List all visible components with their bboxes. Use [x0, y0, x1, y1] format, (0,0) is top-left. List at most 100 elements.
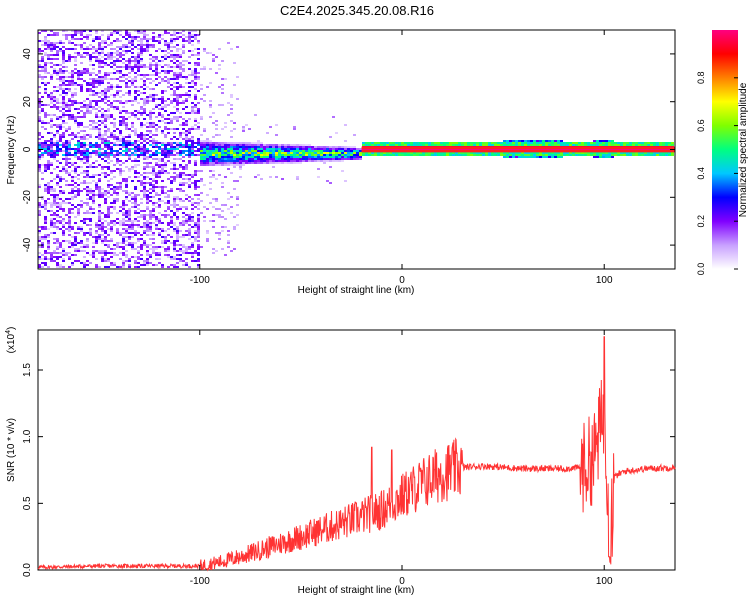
- heatmap-cell: [95, 184, 98, 186]
- heatmap-cell: [167, 256, 170, 258]
- heatmap-cell: [137, 180, 140, 182]
- heatmap-cell: [68, 126, 71, 128]
- heatmap-cell: [188, 36, 191, 38]
- heatmap-cell: [77, 84, 80, 86]
- heatmap-cell: [197, 202, 200, 204]
- heatmap-cell: [671, 152, 674, 154]
- heatmap-cell: [38, 246, 41, 248]
- heatmap-cell: [98, 46, 101, 48]
- heatmap-cell: [182, 174, 185, 176]
- heatmap-cell: [137, 164, 140, 166]
- heatmap-cell: [104, 198, 107, 200]
- heatmap-cell: [176, 254, 179, 256]
- heatmap-cell: [74, 30, 77, 32]
- heatmap-cell: [386, 154, 389, 156]
- heatmap-cell: [599, 156, 602, 158]
- heatmap-cell: [65, 66, 68, 68]
- heatmap-cell: [77, 190, 80, 192]
- heatmap-cell: [116, 188, 119, 190]
- heatmap-cell: [137, 176, 140, 178]
- heatmap-cell: [194, 230, 197, 232]
- heatmap-cell: [119, 122, 122, 124]
- heatmap-cell: [518, 154, 521, 156]
- heatmap-cell: [173, 222, 176, 224]
- heatmap-cell: [137, 134, 140, 136]
- heatmap-cell: [542, 156, 545, 158]
- heatmap-cell: [128, 216, 131, 218]
- heatmap-cell: [209, 68, 212, 70]
- heatmap-cell: [125, 136, 128, 138]
- heatmap-cell: [104, 126, 107, 128]
- heatmap-cell: [353, 150, 356, 152]
- heatmap-cell: [101, 120, 104, 122]
- heatmap-cell: [143, 50, 146, 52]
- heatmap-cell: [194, 224, 197, 226]
- heatmap-cell: [62, 208, 65, 210]
- heatmap-cell: [503, 152, 506, 154]
- heatmap-cell: [59, 198, 62, 200]
- heatmap-cell: [185, 220, 188, 222]
- heatmap-cell: [311, 160, 314, 162]
- heatmap-cell: [536, 152, 539, 154]
- heatmap-cell: [41, 60, 44, 62]
- heatmap-cell: [50, 164, 53, 166]
- heatmap-cell: [68, 82, 71, 84]
- heatmap-cell: [179, 54, 182, 56]
- heatmap-cell: [71, 176, 74, 178]
- heatmap-cell: [128, 260, 131, 262]
- heatmap-cell: [179, 208, 182, 210]
- heatmap-cell: [182, 234, 185, 236]
- heatmap-cell: [170, 70, 173, 72]
- heatmap-cell: [125, 78, 128, 80]
- heatmap-cell: [137, 150, 140, 152]
- heatmap-cell: [329, 152, 332, 154]
- heatmap-cell: [284, 162, 287, 164]
- heatmap-cell: [104, 258, 107, 260]
- heatmap-cell: [128, 214, 131, 216]
- heatmap-cell: [584, 144, 587, 146]
- heatmap-cell: [641, 152, 644, 154]
- heatmap-cell: [86, 202, 89, 204]
- heatmap-cell: [521, 154, 524, 156]
- heatmap-cell: [308, 146, 311, 148]
- heatmap-cell: [386, 144, 389, 146]
- heatmap-cell: [503, 144, 506, 146]
- heatmap-cell: [158, 232, 161, 234]
- heatmap-cell: [41, 258, 44, 260]
- heatmap-cell: [266, 154, 269, 156]
- snr-x-ticks: -100 0 100: [190, 330, 613, 587]
- heatmap-cell: [158, 186, 161, 188]
- heatmap-cell: [668, 142, 671, 144]
- heatmap-cell: [569, 154, 572, 156]
- heatmap-cell: [659, 142, 662, 144]
- heatmap-cell: [182, 68, 185, 70]
- heatmap-cell: [290, 150, 293, 152]
- heatmap-cell: [134, 56, 137, 58]
- heatmap-cell: [614, 152, 617, 154]
- heatmap-cell: [185, 258, 188, 260]
- heatmap-cell: [599, 152, 602, 154]
- heatmap-cell: [611, 154, 614, 156]
- heatmap-cell: [296, 146, 299, 148]
- heatmap-cell: [143, 162, 146, 164]
- heatmap-cell: [89, 224, 92, 226]
- heatmap-cell: [443, 142, 446, 144]
- heatmap-cell: [95, 166, 98, 168]
- heatmap-cell: [218, 86, 221, 88]
- heatmap-cell: [260, 148, 263, 150]
- heatmap-cell: [185, 194, 188, 196]
- heatmap-cell: [161, 154, 164, 156]
- heatmap-cell: [104, 154, 107, 156]
- heatmap-cell: [86, 72, 89, 74]
- heatmap-cell: [470, 142, 473, 144]
- heatmap-cell: [122, 94, 125, 96]
- heatmap-cell: [155, 74, 158, 76]
- heatmap-cell: [77, 226, 80, 228]
- heatmap-cell: [128, 192, 131, 194]
- heatmap-cell: [188, 128, 191, 130]
- heatmap-cell: [266, 162, 269, 164]
- heatmap-cell: [245, 160, 248, 162]
- heatmap-cell: [53, 150, 56, 152]
- heatmap-cell: [89, 234, 92, 236]
- heatmap-cell: [206, 148, 209, 150]
